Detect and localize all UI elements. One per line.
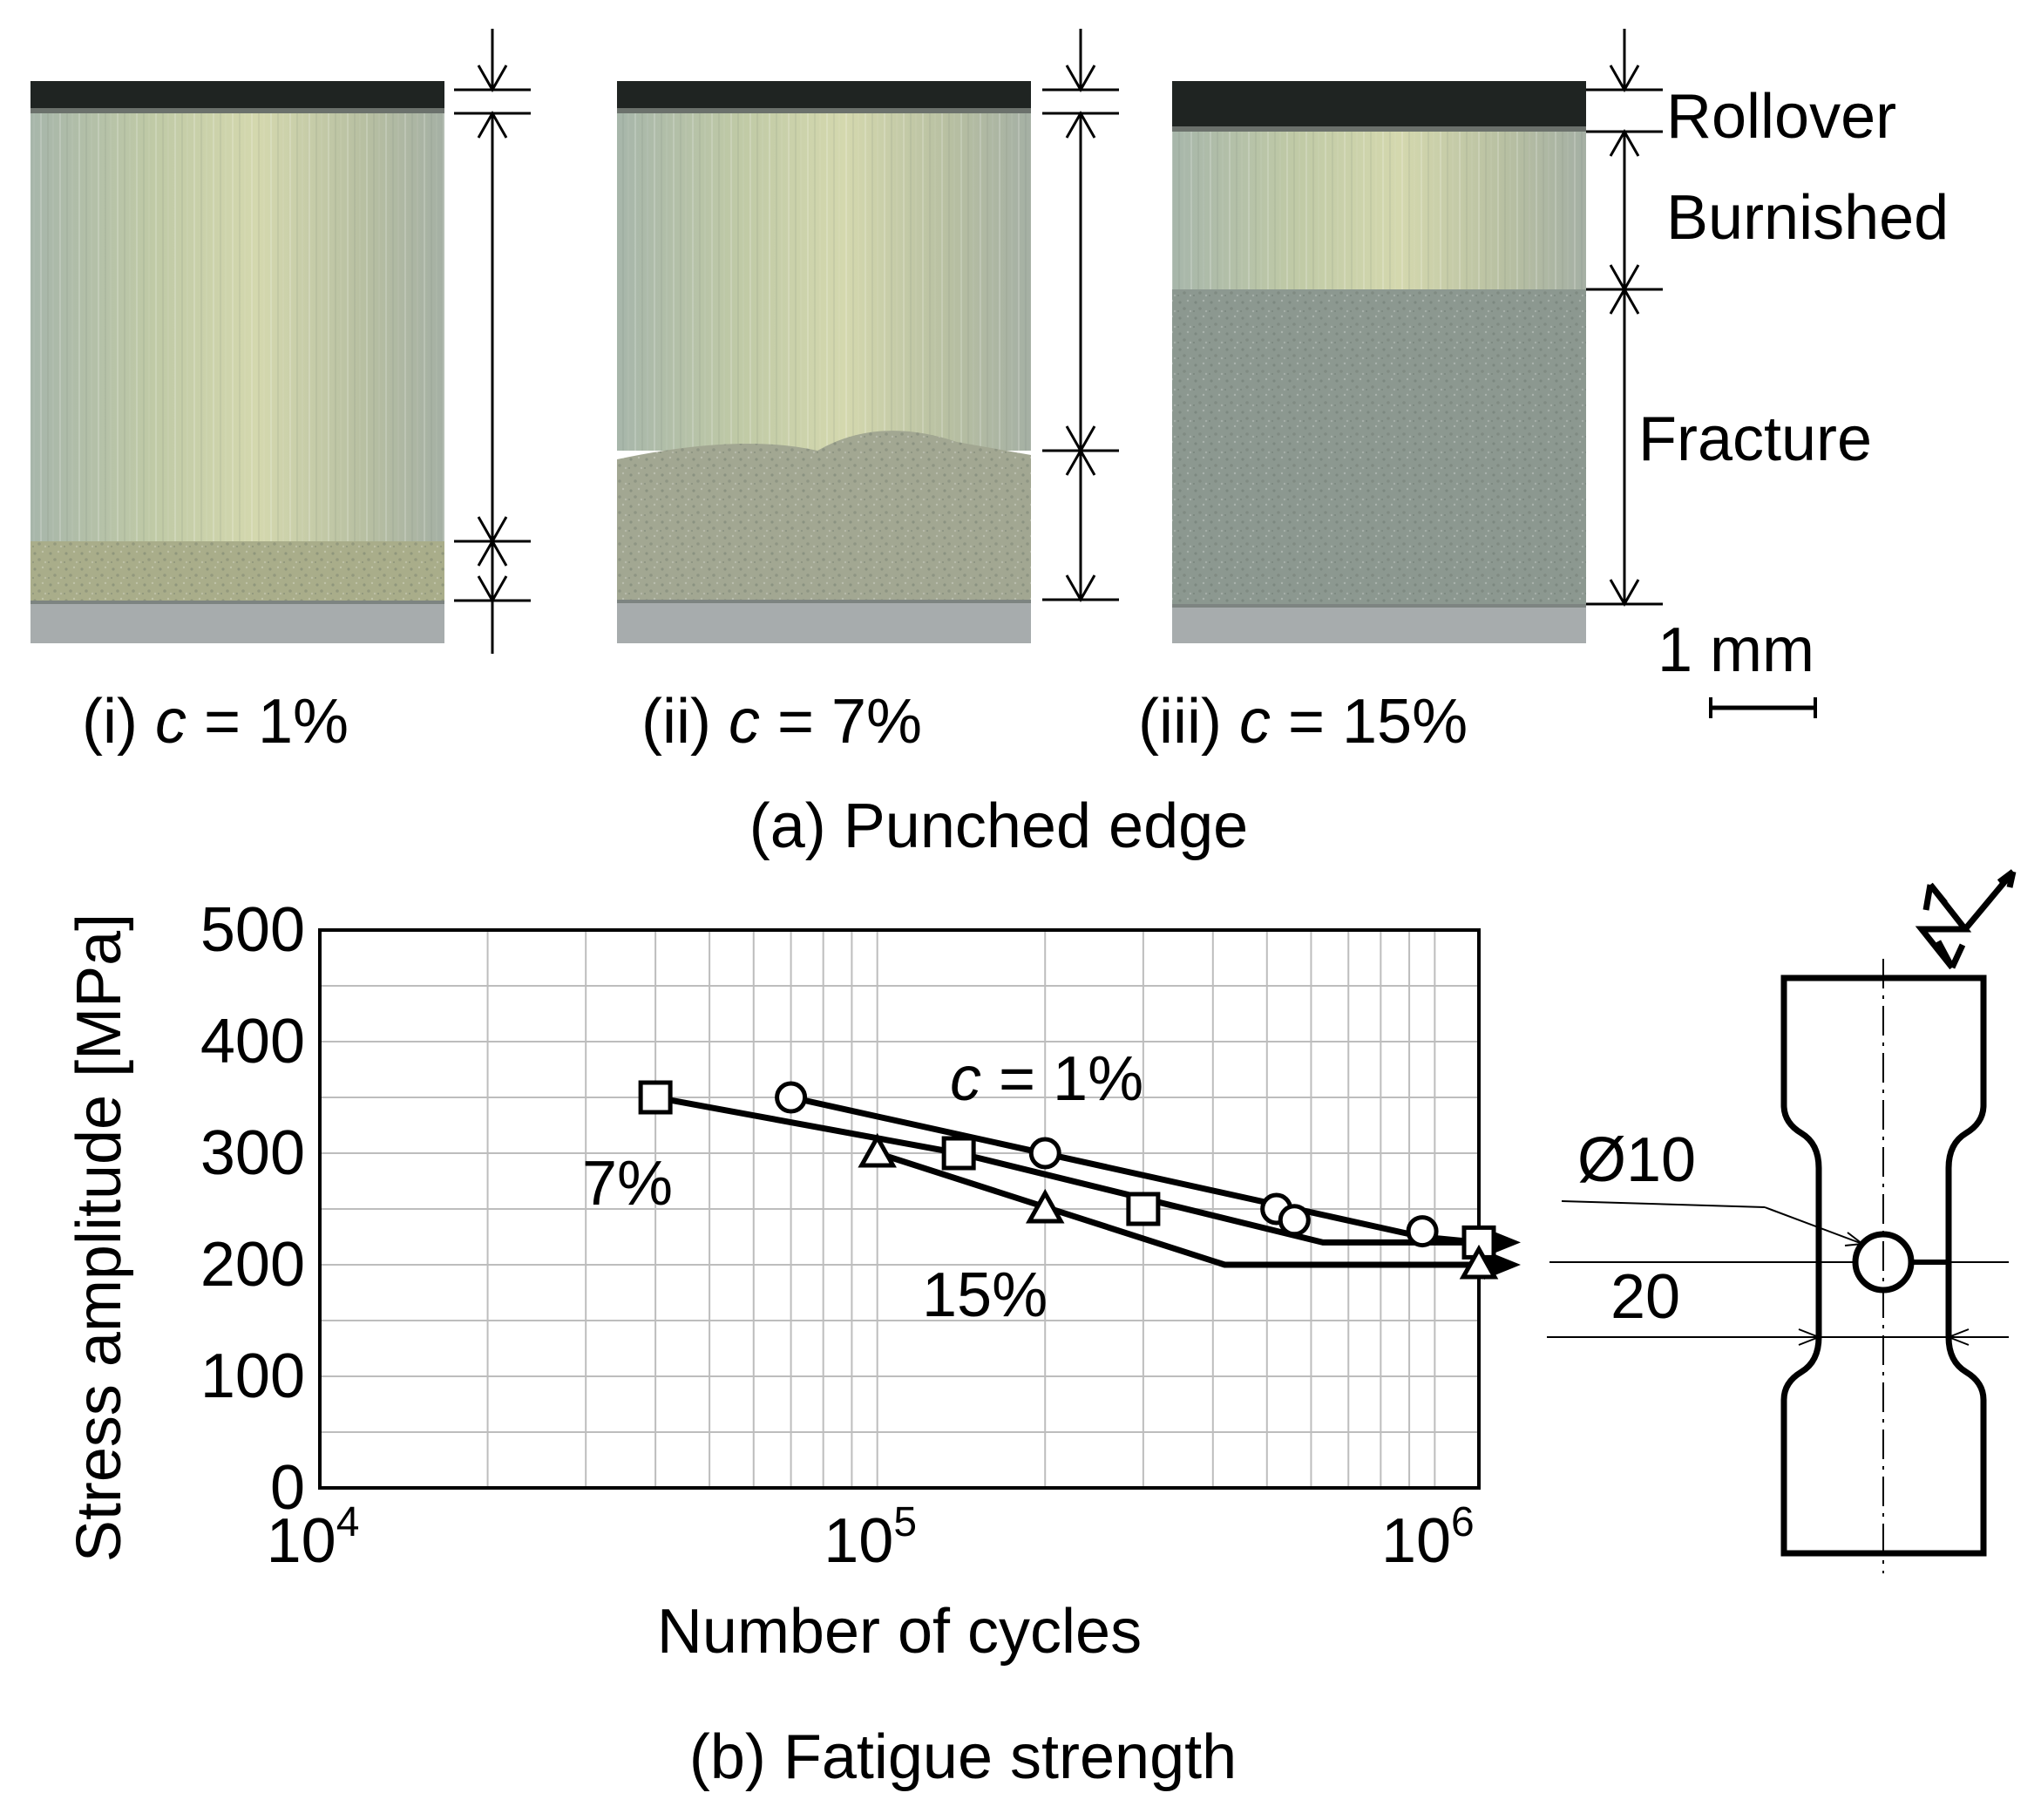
scale-bar bbox=[1709, 697, 1817, 718]
x-tick-label: 105 bbox=[824, 1499, 917, 1576]
fit-line-series-3 bbox=[876, 1150, 1479, 1268]
series-label-15: 15% bbox=[922, 1260, 1048, 1330]
photo-label-i: (i) c = 1% bbox=[82, 687, 349, 757]
photo-label-iii: (iii) c = 15% bbox=[1138, 687, 1468, 757]
chart-grid bbox=[320, 930, 1479, 1488]
data-markers bbox=[638, 1080, 1499, 1280]
marker-series-1 bbox=[1028, 1137, 1061, 1170]
svg-text:(i) c = 1%: (i) c = 1% bbox=[82, 687, 349, 757]
y-tick-label: 400 bbox=[200, 1007, 305, 1076]
hole-diameter-label: Ø10 bbox=[1577, 1125, 1696, 1195]
bottom-surface bbox=[1172, 604, 1586, 643]
x-tick-label: 106 bbox=[1381, 1499, 1475, 1576]
x-axis-label: Number of cycles bbox=[657, 1597, 1142, 1667]
dimension-photo-1 bbox=[454, 29, 531, 654]
x-tick-labels: 104 105 106 bbox=[267, 1499, 1475, 1576]
zone-dimension-lines bbox=[454, 29, 1663, 654]
rollover-zone bbox=[1172, 81, 1586, 132]
y-tick-label: 100 bbox=[200, 1341, 305, 1411]
bottom-surface bbox=[617, 600, 1031, 643]
series-label-c1: c = 1% bbox=[950, 1044, 1143, 1114]
zone-label-rollover: Rollover bbox=[1666, 82, 1896, 152]
dimension-photo-3 bbox=[1586, 29, 1663, 608]
rollover-zone bbox=[31, 81, 444, 113]
hole-leader bbox=[1561, 1200, 1766, 1208]
marker-series-3 bbox=[858, 1132, 897, 1168]
series-label-7: 7% bbox=[582, 1149, 673, 1219]
marker-series-1 bbox=[1406, 1215, 1439, 1248]
caption-b: (b) Fatigue strength bbox=[689, 1722, 1237, 1792]
runout-marker-series-3 bbox=[1459, 1244, 1499, 1280]
zone-label-burnished: Burnished bbox=[1666, 183, 1949, 253]
photo-2 bbox=[617, 81, 1031, 643]
marker-series-2 bbox=[638, 1080, 673, 1115]
marker-series-1 bbox=[1278, 1204, 1311, 1237]
scale-bar-label: 1 mm bbox=[1658, 615, 1814, 685]
y-tick-label: 0 bbox=[270, 1453, 305, 1523]
punched-edge-photos bbox=[31, 81, 1586, 643]
fatigue-chart: 0 100 200 300 400 500 104 105 106 c = 1% 7% 15%… bbox=[64, 895, 1521, 1667]
dimension-photo-2 bbox=[1042, 29, 1119, 603]
width-label: 20 bbox=[1610, 1262, 1680, 1332]
rollover-zone bbox=[617, 81, 1031, 113]
specimen-drawing bbox=[1547, 869, 2017, 1573]
y-tick-label: 300 bbox=[200, 1118, 305, 1188]
fit-lines bbox=[654, 1094, 1521, 1280]
load-arrow-icon bbox=[1915, 882, 1972, 970]
photo-1 bbox=[31, 81, 444, 643]
y-tick-label: 500 bbox=[200, 895, 305, 965]
zone-label-fracture: Fracture bbox=[1638, 404, 1872, 474]
bottom-surface bbox=[31, 601, 444, 643]
y-tick-label: 200 bbox=[200, 1230, 305, 1300]
plot-frame bbox=[318, 928, 1481, 1490]
photo-3 bbox=[1172, 81, 1586, 643]
marker-series-2 bbox=[1126, 1192, 1161, 1226]
specimen-outline bbox=[1780, 975, 1987, 1557]
svg-text:(iii) c = 15%: (iii) c = 15% bbox=[1138, 687, 1468, 757]
photo-label-ii: (ii) c = 7% bbox=[641, 687, 922, 757]
caption-a: (a) Punched edge bbox=[749, 791, 1248, 861]
x-tick-label: 104 bbox=[267, 1499, 360, 1576]
y-axis-label: Stress amplitude [MPa] bbox=[64, 913, 134, 1562]
marker-series-2 bbox=[941, 1136, 976, 1171]
y-tick-labels: 0 100 200 300 400 500 bbox=[200, 895, 305, 1523]
svg-text:(ii) c = 7%: (ii) c = 7% bbox=[641, 687, 922, 757]
marker-series-3 bbox=[1025, 1188, 1065, 1224]
marker-series-1 bbox=[775, 1081, 808, 1114]
